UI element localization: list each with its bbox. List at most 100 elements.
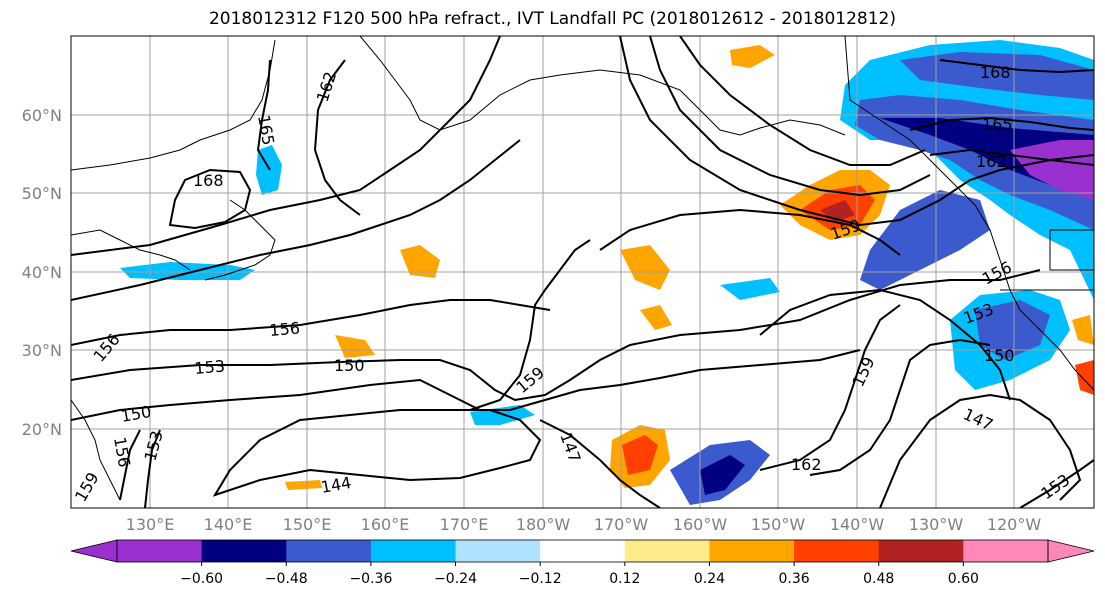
neg-area-japan-2 bbox=[120, 262, 255, 280]
colorbar-ticks: −0.60 −0.48 −0.36 −0.24 −0.12 0.12 0.24 0.36 0.4… bbox=[180, 562, 979, 587]
pos-area-small bbox=[640, 305, 672, 330]
contour-label: 165 bbox=[982, 115, 1013, 134]
contour-label: 147 bbox=[556, 430, 584, 465]
contour-165 bbox=[909, 116, 1094, 131]
colorbar-segment bbox=[794, 540, 880, 562]
contour-label: 162 bbox=[313, 69, 341, 104]
contour-path-7 bbox=[539, 419, 661, 508]
contour-label: 150 bbox=[334, 356, 365, 375]
colorbar-tick-label: −0.12 bbox=[519, 571, 562, 587]
colorbar-extend-min bbox=[70, 539, 118, 563]
contour-168 bbox=[939, 59, 1094, 74]
contour-label: 168 bbox=[980, 63, 1011, 82]
borders-na bbox=[1000, 229, 1094, 291]
lat-label: 40°N bbox=[22, 263, 62, 282]
contour-path-6 bbox=[469, 239, 591, 411]
contour-path-4 bbox=[71, 269, 1041, 402]
colorbar bbox=[70, 539, 1095, 563]
contour-label: 147 bbox=[960, 404, 996, 434]
contour-label: 159 bbox=[848, 354, 878, 390]
lon-label: 170°E bbox=[440, 515, 489, 534]
contour-path-9 bbox=[649, 36, 931, 197]
lon-label: 130°W bbox=[909, 515, 964, 534]
map-frame bbox=[70, 35, 1095, 509]
lon-label: 140°W bbox=[830, 515, 885, 534]
colorbar-tick-label: 0.24 bbox=[694, 571, 725, 587]
lon-label: 140°E bbox=[204, 515, 253, 534]
colorbar-segment bbox=[624, 540, 710, 562]
contour-path-13 bbox=[809, 338, 991, 476]
contour-path-10 bbox=[679, 36, 926, 166]
lat-label: 60°N bbox=[22, 106, 62, 125]
lon-label: 160°W bbox=[673, 515, 728, 534]
colorbar-tick-label: 0.36 bbox=[779, 571, 810, 587]
colorbar-outline bbox=[116, 539, 1049, 563]
contour-label: 150 bbox=[119, 402, 152, 426]
lat-label: 30°N bbox=[22, 341, 62, 360]
neg-streak bbox=[860, 190, 990, 290]
colorbar-tick-label: −0.48 bbox=[265, 571, 308, 587]
pos-area-se-2 bbox=[1075, 360, 1094, 395]
colorbar-segment bbox=[286, 540, 372, 562]
contour-sw-1 bbox=[119, 429, 141, 501]
colorbar-segment bbox=[117, 540, 203, 562]
contour-path-8 bbox=[619, 36, 1094, 227]
lon-label: 130°E bbox=[126, 515, 175, 534]
lon-label: 150°E bbox=[283, 515, 332, 534]
contour-label: 150 bbox=[984, 346, 1015, 365]
contour-path-1 bbox=[71, 36, 501, 256]
colorbar-segment bbox=[963, 540, 1049, 562]
pos-area-mid bbox=[620, 245, 670, 290]
contour-label: 162 bbox=[976, 152, 1007, 171]
colorbar-segment bbox=[455, 540, 541, 562]
coast-kamchatka bbox=[359, 36, 561, 131]
neg-area-north-5 bbox=[900, 52, 1094, 100]
pos-area-south-2 bbox=[622, 435, 658, 475]
contour-label: 153 bbox=[1037, 470, 1073, 503]
contour-path-11 bbox=[599, 208, 901, 256]
contour-label: 156 bbox=[110, 435, 134, 468]
colorbar-tick-label: −0.60 bbox=[180, 571, 223, 587]
contour-sw-2 bbox=[144, 429, 161, 508]
pos-area-se bbox=[1072, 315, 1094, 345]
neg-area-hawaii-2 bbox=[700, 455, 745, 495]
pos-area-west bbox=[400, 245, 440, 278]
contour-label: 153 bbox=[194, 356, 226, 378]
lon-label: 120°W bbox=[987, 515, 1042, 534]
colorbar-segment bbox=[878, 540, 964, 562]
neg-area-se-2 bbox=[975, 300, 1050, 360]
colorbar-segment bbox=[709, 540, 795, 562]
contour-153-se bbox=[1019, 459, 1094, 508]
lon-label: 180°W bbox=[516, 515, 571, 534]
lon-labels: 130°E 140°E 150°E 160°E 170°E 180°W 170°… bbox=[126, 515, 1042, 534]
lat-label: 20°N bbox=[22, 420, 62, 439]
contour-label: 165 bbox=[254, 113, 278, 146]
contour-162-west bbox=[313, 59, 361, 216]
lon-label: 150°W bbox=[751, 515, 806, 534]
colorbar-segment bbox=[370, 540, 457, 562]
colorbar-tick-label: −0.24 bbox=[434, 571, 477, 587]
contour-path-5 bbox=[71, 349, 861, 421]
colorbar-tick-label: 0.60 bbox=[948, 571, 979, 587]
contour-label: 153 bbox=[141, 429, 167, 463]
lon-label: 160°E bbox=[361, 515, 410, 534]
contour-label: 156 bbox=[979, 257, 1015, 288]
contour-path-3 bbox=[71, 299, 551, 346]
contours bbox=[71, 36, 1094, 508]
contour-159 bbox=[759, 304, 901, 471]
contour-label: 168 bbox=[193, 171, 224, 190]
contour-label: 159 bbox=[71, 469, 103, 505]
colorbar-tick-label: −0.36 bbox=[349, 571, 392, 587]
lat-label: 50°N bbox=[22, 184, 62, 203]
coast-asia-2 bbox=[71, 229, 191, 271]
chart-title: 2018012312 F120 500 hPa refract., IVT La… bbox=[208, 9, 896, 29]
lon-label: 170°W bbox=[594, 515, 649, 534]
pos-area-north bbox=[730, 45, 775, 68]
coast-asia bbox=[71, 39, 276, 171]
shaded-field bbox=[120, 40, 1094, 505]
neg-area-north-4 bbox=[1010, 140, 1094, 200]
coast-na bbox=[844, 36, 1094, 391]
colorbar-tick-label: 0.12 bbox=[609, 571, 640, 587]
contour-label: 162 bbox=[791, 455, 822, 474]
